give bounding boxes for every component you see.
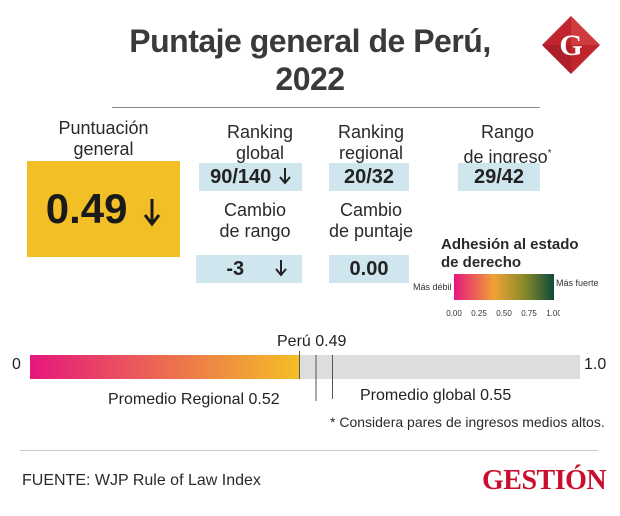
overall-score-box: 0.49 xyxy=(27,161,180,257)
title-divider xyxy=(112,107,540,108)
overall-label-line1: Puntuación xyxy=(58,118,149,138)
ranking-regional-label-line2: regional xyxy=(338,143,404,163)
cambio-rango-label-line2: de rango xyxy=(219,221,291,241)
arrow-down-icon xyxy=(279,168,291,185)
rango-ingreso-label: Rango de ingreso* xyxy=(455,122,560,168)
ranking-global-value: 90/140 xyxy=(210,166,272,188)
rango-ingreso-label-line2: de ingreso* xyxy=(455,143,560,168)
cambio-puntaje-value: 0.00 xyxy=(349,258,389,280)
chart-title: Puntaje general de Perú, 2022 xyxy=(0,22,620,98)
ranking-global-label-line2: global xyxy=(235,143,285,163)
brand-logo: GESTIÓN xyxy=(482,465,607,496)
legend-tick-label: 0.00 xyxy=(446,309,462,318)
legend-title: Adhesión al estado de derecho xyxy=(441,236,579,272)
footer-divider xyxy=(20,450,598,451)
cambio-rango-label: Cambio de rango xyxy=(200,200,310,242)
peru-value-label: Perú 0.49 xyxy=(277,333,347,350)
ranking-regional-box: 20/32 xyxy=(329,163,409,191)
legend-tick-label: 0.25 xyxy=(471,309,487,318)
rango-ingreso-label-text: de ingreso xyxy=(463,147,548,167)
arrow-down-icon xyxy=(144,198,161,227)
regional-average-label: Promedio Regional 0.52 xyxy=(108,391,280,408)
footnote-marker: * xyxy=(547,148,552,159)
cambio-puntaje-label: Cambio de puntaje xyxy=(321,200,421,242)
g-logo-icon: G xyxy=(542,16,600,74)
ranking-regional-label-line1: Ranking xyxy=(337,122,405,142)
legend-ticks: 0.00 0.25 0.50 0.75 1.00 xyxy=(446,309,560,318)
logo-letter: G xyxy=(559,29,582,62)
legend-tick-label: 0.50 xyxy=(496,309,512,318)
rango-ingreso-box: 29/42 xyxy=(458,163,540,191)
overall-score-value: 0.49 xyxy=(45,185,128,232)
legend-title-line1: Adhesión al estado xyxy=(441,236,579,253)
legend-strong-label: Más fuerte xyxy=(556,278,599,288)
cambio-rango-label-line1: Cambio xyxy=(223,200,287,220)
global-average-label: Promedio global 0.55 xyxy=(360,387,512,404)
ranking-regional-value: 20/32 xyxy=(343,166,395,188)
chart-title-line1: Puntaje general de Perú, xyxy=(129,23,491,59)
legend-tick-label: 1.00 xyxy=(546,309,560,318)
legend-weak-label: Más débil xyxy=(413,282,452,292)
overall-label-line2: general xyxy=(73,139,134,159)
cambio-rango-value: -3 xyxy=(226,258,245,280)
axis-max-label: 1.0 xyxy=(584,356,607,373)
cambio-puntaje-label-line2: de puntaje xyxy=(328,221,414,241)
legend-title-line2: de derecho xyxy=(441,254,522,271)
ranking-global-label: Ranking global xyxy=(200,122,320,164)
chart-title-line2: 2022 xyxy=(275,61,345,97)
cambio-puntaje-label-line1: Cambio xyxy=(339,200,403,220)
score-bar-chart xyxy=(30,351,580,401)
source-text: FUENTE: WJP Rule of Law Index xyxy=(22,472,261,489)
legend-gradient-bar xyxy=(454,274,554,300)
legend-tick-label: 0.75 xyxy=(521,309,537,318)
rango-ingreso-value: 29/42 xyxy=(473,166,525,188)
rango-ingreso-label-line1: Rango xyxy=(480,122,535,142)
bar-fill-peru xyxy=(30,355,300,379)
ranking-regional-label: Ranking regional xyxy=(321,122,421,164)
cambio-rango-box: -3 xyxy=(196,255,302,283)
ranking-global-label-line1: Ranking xyxy=(226,122,294,142)
axis-min-label: 0 xyxy=(12,356,21,373)
overall-score-label: Puntuación general xyxy=(27,118,180,160)
footnote: * Considera pares de ingresos medios alt… xyxy=(330,414,605,430)
arrow-down-icon xyxy=(275,260,287,277)
ranking-global-box: 90/140 xyxy=(199,163,302,191)
cambio-puntaje-box: 0.00 xyxy=(329,255,409,283)
legend-scale: 0.00 0.25 0.50 0.75 1.00 xyxy=(446,274,560,318)
